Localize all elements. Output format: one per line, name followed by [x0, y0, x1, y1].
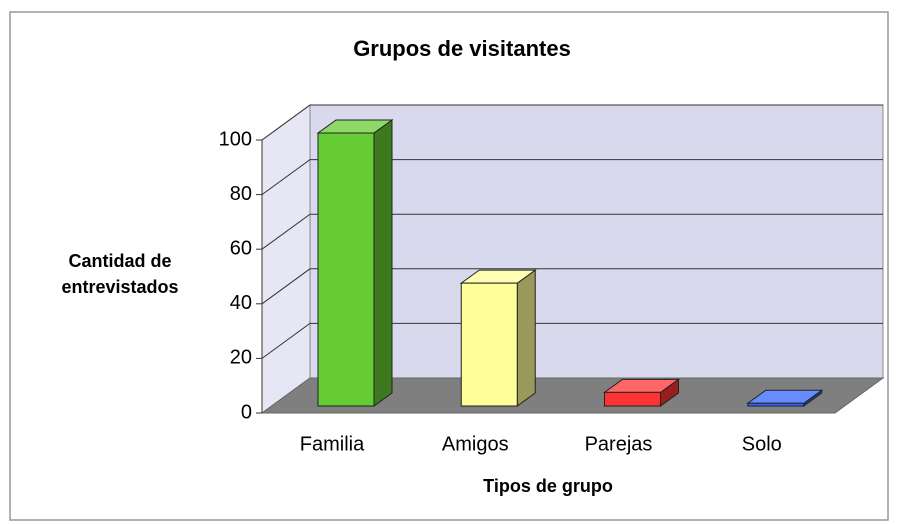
grid-line [261, 104, 883, 141]
chart-title: Grupos de visitantes [353, 36, 571, 61]
y-axis-label: Cantidad de entrevistados [61, 251, 179, 297]
floor [260, 377, 885, 414]
grid-line [261, 213, 883, 250]
grid-line [261, 159, 883, 196]
x-tick-label: Amigos [442, 433, 509, 455]
y-tick-label: 60 [230, 237, 252, 259]
bar-side [373, 119, 393, 407]
y-tick-label: 100 [219, 128, 252, 150]
x-tick-label: Familia [300, 433, 365, 455]
y-tick-label: 40 [230, 292, 252, 314]
bar [747, 402, 805, 407]
grid-line [261, 322, 883, 359]
side-wall [261, 104, 311, 414]
back-wall [309, 104, 884, 379]
x-axis-label: Tipos de grupo [483, 476, 613, 496]
y-tick-label: 20 [230, 347, 252, 369]
bar [460, 282, 518, 407]
bar-side [516, 269, 536, 407]
y-tick-label: 0 [241, 401, 252, 423]
x-tick-label: Parejas [585, 433, 653, 455]
grid-line [261, 268, 883, 305]
x-tick-label: Solo [742, 433, 782, 455]
bar [317, 132, 375, 407]
y-tick-label: 80 [230, 183, 252, 205]
bar [604, 391, 661, 407]
